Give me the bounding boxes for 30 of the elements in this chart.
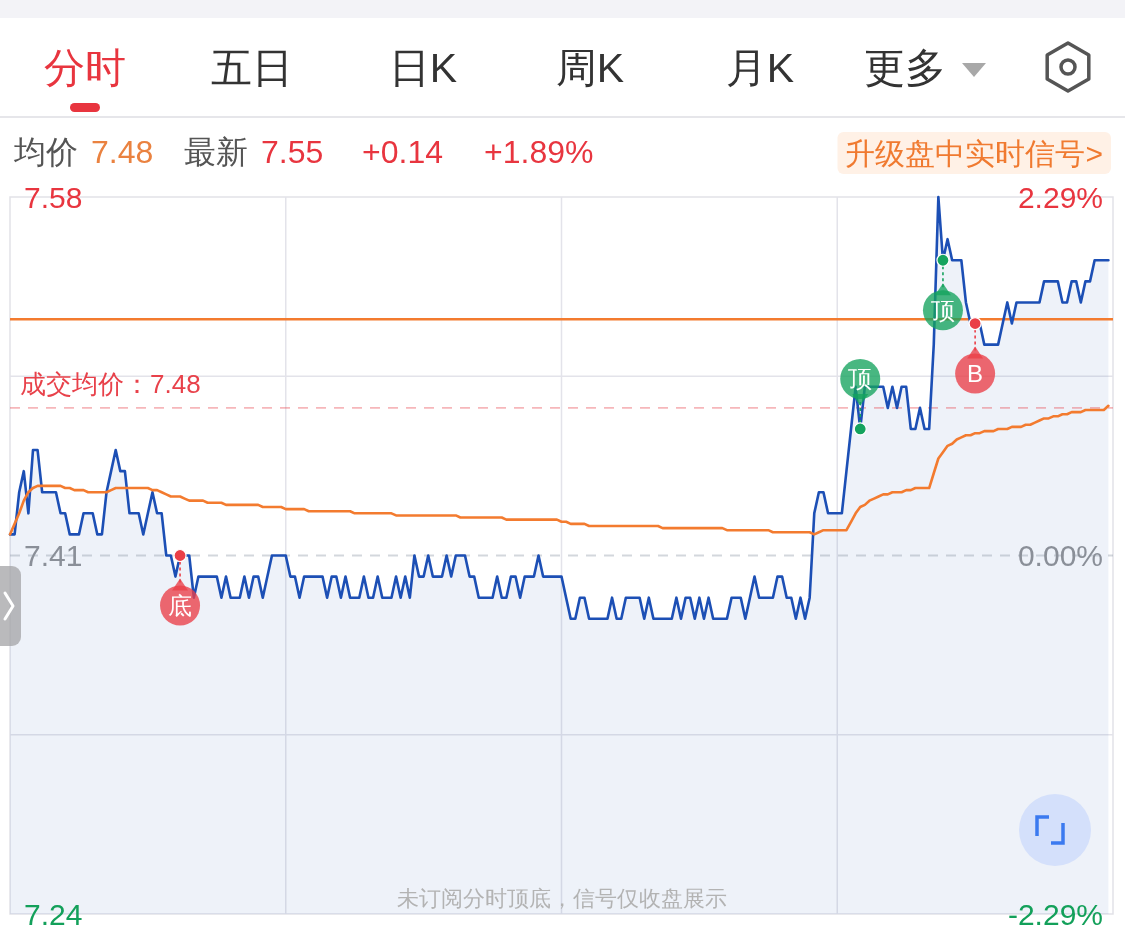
ref-line-label: 成交均价：7.48: [20, 368, 201, 399]
text: +0.14: [362, 134, 443, 170]
data-label: 顶: [848, 365, 873, 393]
y2-tick-label: 2.29%: [1017, 180, 1103, 214]
text: 更多: [864, 45, 946, 91]
data-label: 顶: [930, 296, 955, 324]
text: +1.89%: [484, 134, 594, 170]
y2-tick-label: 0.00%: [1017, 539, 1103, 572]
point: [853, 422, 867, 436]
point: [936, 253, 950, 267]
text: 7.55: [261, 134, 324, 170]
text: 日K: [388, 45, 458, 91]
text: 最新: [184, 134, 248, 170]
text: 7.48: [91, 134, 154, 170]
text: 月K: [725, 45, 795, 91]
text: 均价: [13, 134, 78, 170]
data-label: 底: [168, 592, 193, 619]
point: [968, 316, 982, 331]
text: 分时: [44, 45, 126, 91]
data-label: B: [967, 360, 984, 388]
y-tick-label: 7.58: [24, 180, 83, 214]
text: 五日: [211, 45, 293, 91]
annotation: 未订阅分时顶底，信号仅收盘展示: [396, 885, 727, 911]
line-series: [8, 404, 1110, 536]
text: 升级盘中实时信号>: [845, 136, 1103, 170]
y2-tick-label: -2.29%: [1007, 897, 1103, 931]
point: [173, 548, 187, 563]
y-tick-label: 7.41: [24, 539, 83, 572]
text: 周K: [555, 45, 625, 91]
y-tick-label: 7.24: [24, 897, 83, 931]
